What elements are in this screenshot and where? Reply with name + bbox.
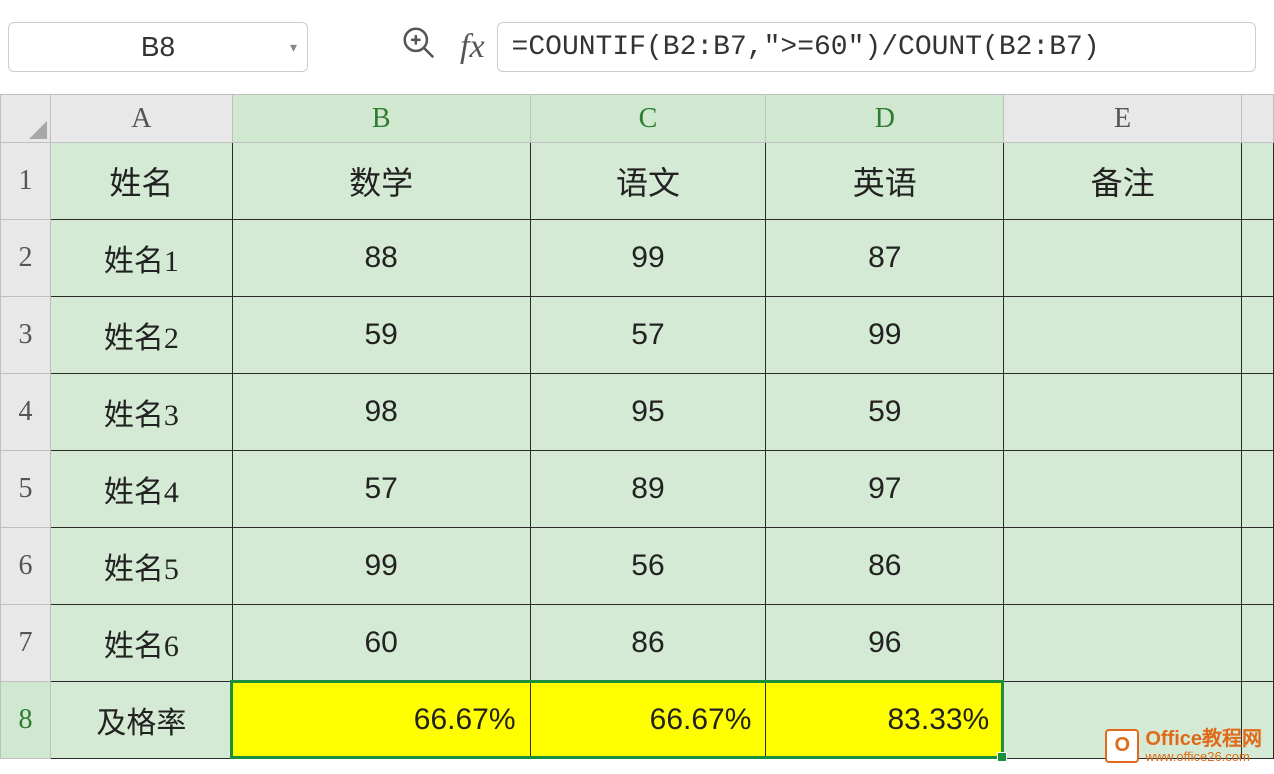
column-header-E[interactable]: E — [1004, 95, 1242, 143]
cell-C4[interactable]: 95 — [530, 374, 766, 451]
cell-B8[interactable]: 66.67% — [232, 682, 530, 759]
cell-B7[interactable]: 60 — [232, 605, 530, 682]
watermark-title: Office教程网 — [1145, 728, 1262, 750]
formula-input[interactable]: =COUNTIF(B2:B7,">=60")/COUNT(B2:B7) — [497, 22, 1256, 72]
row-header-4[interactable]: 4 — [1, 374, 51, 451]
cell-C8[interactable]: 66.67% — [530, 682, 766, 759]
cell-E3[interactable] — [1004, 297, 1242, 374]
name-box[interactable]: B8 ▾ — [8, 22, 308, 72]
cell-C2[interactable]: 99 — [530, 220, 766, 297]
row-header-7[interactable]: 7 — [1, 605, 51, 682]
cell-F1[interactable] — [1241, 143, 1273, 220]
cell-F5[interactable] — [1241, 451, 1273, 528]
zoom-icon[interactable] — [400, 24, 438, 71]
column-header-B[interactable]: B — [232, 95, 530, 143]
column-header-D[interactable]: D — [766, 95, 1004, 143]
cell-D3[interactable]: 99 — [766, 297, 1004, 374]
cell-B1[interactable]: 数学 — [232, 143, 530, 220]
row-header-5[interactable]: 5 — [1, 451, 51, 528]
table-row: 6 姓名5 99 56 86 — [1, 528, 1274, 605]
cell-A8[interactable]: 及格率 — [50, 682, 232, 759]
cell-F7[interactable] — [1241, 605, 1273, 682]
cell-F6[interactable] — [1241, 528, 1273, 605]
formula-text: =COUNTIF(B2:B7,">=60")/COUNT(B2:B7) — [512, 32, 1100, 63]
cell-A2[interactable]: 姓名1 — [50, 220, 232, 297]
cell-reference: B8 — [141, 31, 175, 63]
cell-E4[interactable] — [1004, 374, 1242, 451]
cell-A3[interactable]: 姓名2 — [50, 297, 232, 374]
cell-A1[interactable]: 姓名 — [50, 143, 232, 220]
office-logo-icon: O — [1105, 729, 1139, 763]
column-header-A[interactable]: A — [50, 95, 232, 143]
cell-C5[interactable]: 89 — [530, 451, 766, 528]
cell-B3[interactable]: 59 — [232, 297, 530, 374]
select-all-corner[interactable] — [1, 95, 51, 143]
spreadsheet-grid: A B C D E 1 姓名 数学 语文 英语 备注 2 姓名1 88 99 8… — [0, 94, 1274, 759]
row-header-3[interactable]: 3 — [1, 297, 51, 374]
cell-E2[interactable] — [1004, 220, 1242, 297]
cell-E5[interactable] — [1004, 451, 1242, 528]
table-row: 7 姓名6 60 86 96 — [1, 605, 1274, 682]
row-header-6[interactable]: 6 — [1, 528, 51, 605]
cell-C3[interactable]: 57 — [530, 297, 766, 374]
cell-A7[interactable]: 姓名6 — [50, 605, 232, 682]
cell-B5[interactable]: 57 — [232, 451, 530, 528]
watermark: O Office教程网 www.office26.com — [1105, 728, 1262, 764]
cell-A6[interactable]: 姓名5 — [50, 528, 232, 605]
table-row: 2 姓名1 88 99 87 — [1, 220, 1274, 297]
cell-E7[interactable] — [1004, 605, 1242, 682]
row-header-8[interactable]: 8 — [1, 682, 51, 759]
watermark-url: www.office26.com — [1145, 750, 1262, 764]
formula-bar: B8 ▾ fx =COUNTIF(B2:B7,">=60")/COUNT(B2:… — [0, 0, 1274, 94]
cell-B4[interactable]: 98 — [232, 374, 530, 451]
cell-D8[interactable]: 83.33% — [766, 682, 1004, 759]
column-header-C[interactable]: C — [530, 95, 766, 143]
cell-D1[interactable]: 英语 — [766, 143, 1004, 220]
cell-D7[interactable]: 96 — [766, 605, 1004, 682]
table-row-passrate: 8 及格率 66.67% 66.67% 83.33% — [1, 682, 1274, 759]
cell-E1[interactable]: 备注 — [1004, 143, 1242, 220]
cell-D2[interactable]: 87 — [766, 220, 1004, 297]
cell-B6[interactable]: 99 — [232, 528, 530, 605]
column-header-row: A B C D E — [1, 95, 1274, 143]
cell-F2[interactable] — [1241, 220, 1273, 297]
cell-C6[interactable]: 56 — [530, 528, 766, 605]
table-row-header: 1 姓名 数学 语文 英语 备注 — [1, 143, 1274, 220]
column-header-blank[interactable] — [1241, 95, 1273, 143]
chevron-down-icon[interactable]: ▾ — [290, 39, 297, 56]
row-header-1[interactable]: 1 — [1, 143, 51, 220]
cell-C1[interactable]: 语文 — [530, 143, 766, 220]
cell-A4[interactable]: 姓名3 — [50, 374, 232, 451]
cell-B2[interactable]: 88 — [232, 220, 530, 297]
cell-F4[interactable] — [1241, 374, 1273, 451]
cell-C7[interactable]: 86 — [530, 605, 766, 682]
fx-icon[interactable]: fx — [460, 28, 485, 66]
table-row: 3 姓名2 59 57 99 — [1, 297, 1274, 374]
cell-D4[interactable]: 59 — [766, 374, 1004, 451]
cell-D5[interactable]: 97 — [766, 451, 1004, 528]
cell-A5[interactable]: 姓名4 — [50, 451, 232, 528]
table-row: 5 姓名4 57 89 97 — [1, 451, 1274, 528]
row-header-2[interactable]: 2 — [1, 220, 51, 297]
table-row: 4 姓名3 98 95 59 — [1, 374, 1274, 451]
cell-D6[interactable]: 86 — [766, 528, 1004, 605]
cell-F3[interactable] — [1241, 297, 1273, 374]
cell-E6[interactable] — [1004, 528, 1242, 605]
